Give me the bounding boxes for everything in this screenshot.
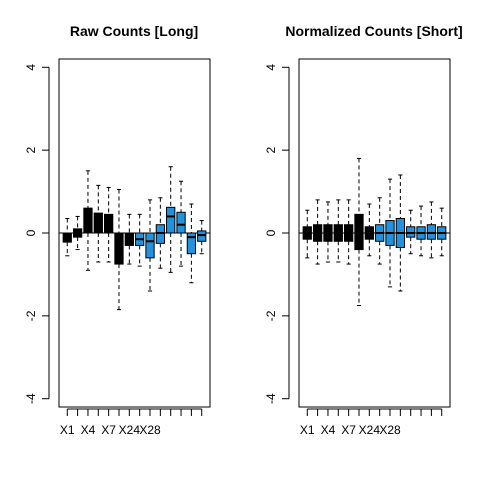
box-10 (395, 174, 405, 292)
x-axis-labels: X1 X4 X7 X24 X28 (300, 423, 401, 437)
box-4 (93, 184, 103, 263)
y-tick-label: -4 (264, 393, 278, 404)
x-tick-label: X7 (341, 423, 356, 437)
box-1 (62, 218, 72, 257)
y-tick-label: 4 (24, 64, 38, 71)
box-2 (72, 215, 83, 251)
chart-title: Raw Counts [Long] (70, 23, 198, 39)
box-12 (176, 180, 186, 267)
box-body (426, 224, 437, 240)
chart-title: Normalized Counts [Short] (285, 23, 462, 39)
y-tick-label: 0 (264, 229, 278, 236)
box-11 (166, 166, 176, 273)
box-8 (375, 197, 385, 265)
x-tick-label: X28 (139, 423, 161, 437)
box-body (186, 232, 197, 255)
x-tick-label: X4 (81, 423, 96, 437)
y-tick-label: 2 (264, 146, 278, 153)
x-tick-label: X4 (321, 423, 336, 437)
y-tick-label: 0 (24, 229, 38, 236)
x-tick-label: X24 (119, 423, 141, 437)
y-axis-labels: -4 -2 0 2 4 (264, 64, 278, 404)
chart-panel-normalized-counts: Normalized Counts [Short] -4 -2 0 2 4 X1… (264, 23, 463, 437)
y-axis-labels: -4 -2 0 2 4 (24, 64, 38, 404)
box-9 (145, 199, 155, 292)
box-7 (364, 203, 374, 257)
box-body (93, 212, 103, 234)
box-4 (333, 199, 343, 263)
box-body (166, 206, 176, 234)
box-body (406, 226, 416, 238)
box-13 (186, 203, 197, 284)
x-axis-labels: X1 X4 X7 X24 X28 (60, 423, 161, 437)
box-body (197, 230, 207, 242)
x-tick-label: X24 (359, 423, 381, 437)
box-body (145, 232, 155, 259)
y-tick-label: -2 (24, 310, 38, 321)
x-tick-label: X7 (101, 423, 116, 437)
box-6 (354, 157, 364, 306)
box-6 (114, 189, 124, 311)
box-body (354, 213, 364, 251)
box-body (114, 232, 124, 265)
x-tick-label: X1 (300, 423, 315, 437)
y-tick-label: 4 (264, 64, 278, 71)
box-1 (302, 209, 312, 259)
box-7 (124, 213, 134, 265)
box-body (155, 224, 165, 244)
box-12 (416, 205, 426, 257)
box-8 (135, 213, 145, 267)
box-10 (155, 197, 165, 269)
box-body (83, 207, 93, 234)
box-5 (344, 199, 354, 265)
box-13 (426, 201, 437, 259)
box-14 (437, 207, 447, 257)
box-11 (406, 209, 416, 255)
y-tick-label: 2 (24, 146, 38, 153)
box-body (176, 211, 186, 234)
y-tick-label: -2 (264, 310, 278, 321)
box-3 (83, 170, 93, 271)
box-2 (312, 199, 323, 265)
x-tick-label: X1 (60, 423, 75, 437)
y-tick-label: -4 (24, 393, 38, 404)
x-tick-label: X28 (379, 423, 401, 437)
chart-panel-raw-counts: Raw Counts [Long] -4 -2 0 2 4 X1 X4 X7 X… (24, 23, 211, 437)
box-5 (104, 186, 114, 263)
box-body (104, 213, 114, 234)
box-14 (197, 220, 207, 255)
box-9 (385, 178, 395, 288)
box-3 (323, 201, 333, 263)
